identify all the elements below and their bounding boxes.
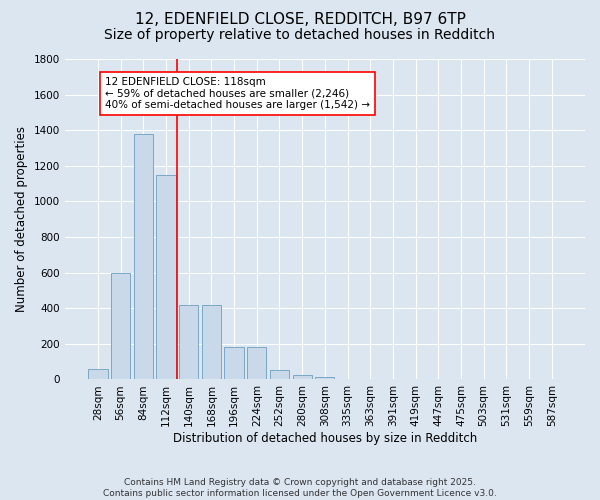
Y-axis label: Number of detached properties: Number of detached properties [15, 126, 28, 312]
Text: Size of property relative to detached houses in Redditch: Size of property relative to detached ho… [104, 28, 496, 42]
Bar [293, 375, 312, 380]
Bar [202, 304, 221, 380]
Bar [88, 369, 107, 380]
Bar [315, 377, 334, 380]
Bar [179, 304, 199, 380]
Bar [111, 272, 130, 380]
Bar [270, 370, 289, 380]
Bar [157, 174, 176, 380]
Text: 12, EDENFIELD CLOSE, REDDITCH, B97 6TP: 12, EDENFIELD CLOSE, REDDITCH, B97 6TP [134, 12, 466, 28]
Bar [224, 346, 244, 380]
Text: 12 EDENFIELD CLOSE: 118sqm
← 59% of detached houses are smaller (2,246)
40% of s: 12 EDENFIELD CLOSE: 118sqm ← 59% of deta… [105, 77, 370, 110]
Text: Contains HM Land Registry data © Crown copyright and database right 2025.
Contai: Contains HM Land Registry data © Crown c… [103, 478, 497, 498]
Bar [134, 134, 153, 380]
X-axis label: Distribution of detached houses by size in Redditch: Distribution of detached houses by size … [173, 432, 477, 445]
Bar [247, 346, 266, 380]
